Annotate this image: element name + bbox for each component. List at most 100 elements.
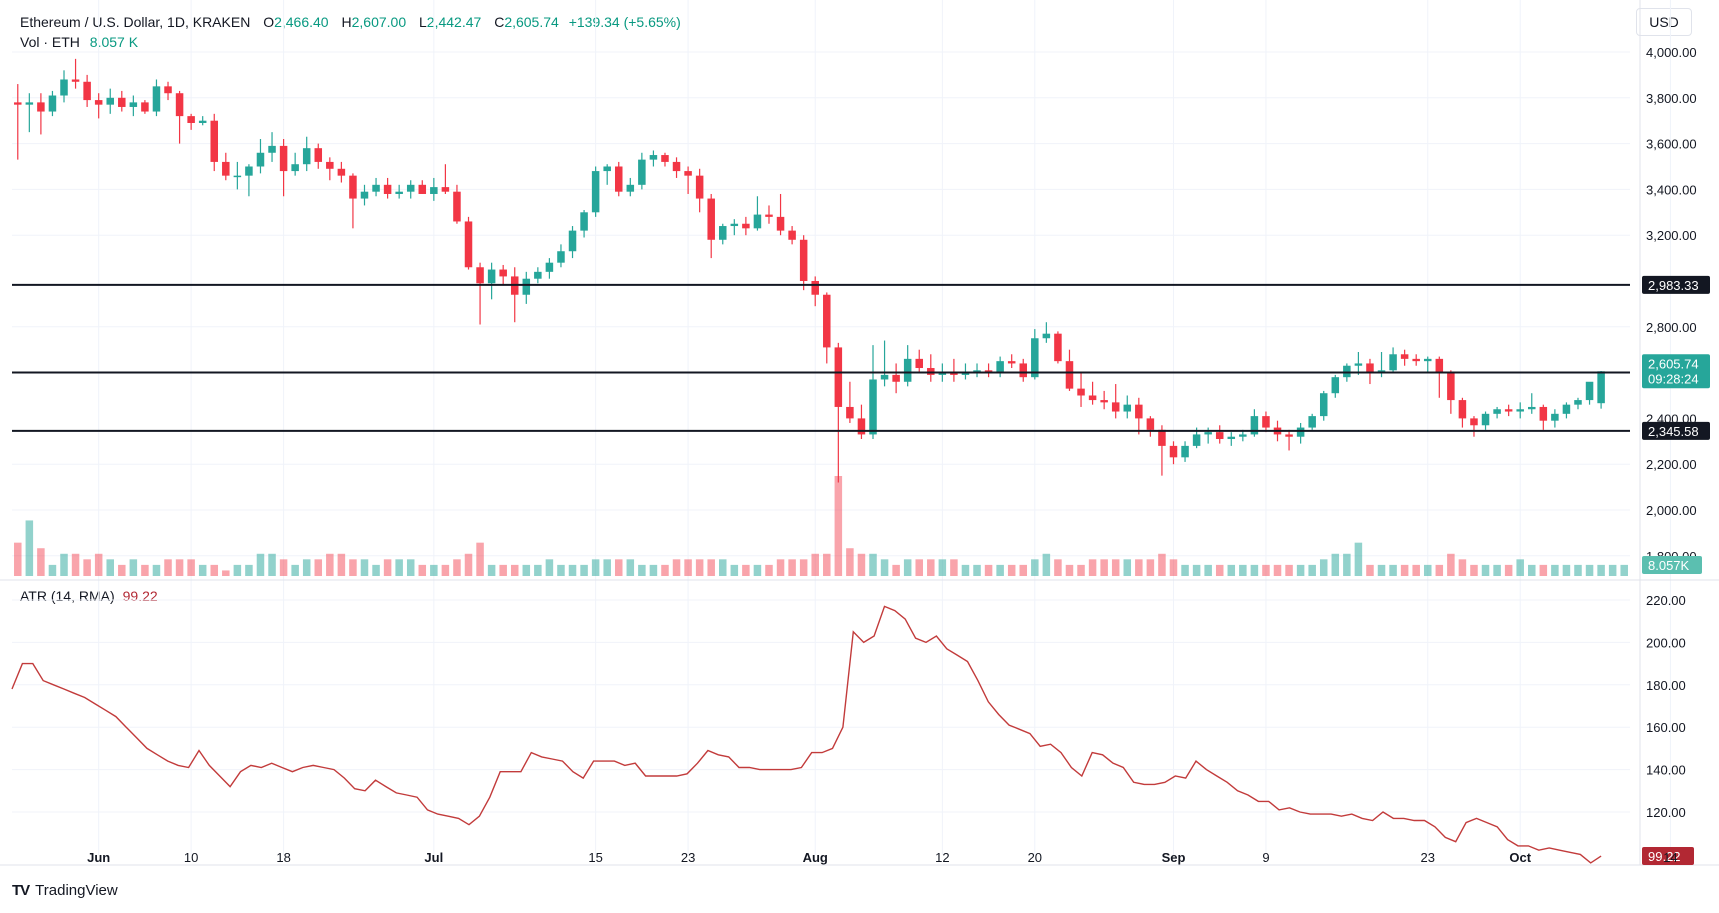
volume-bar <box>880 559 889 576</box>
candle-body <box>545 262 554 272</box>
candle-body <box>1123 404 1132 412</box>
candle-body <box>626 184 635 192</box>
volume-bar <box>302 559 311 576</box>
volume-bar <box>638 564 646 576</box>
time-tick-label: 15 <box>588 850 602 865</box>
candle-body <box>1331 377 1340 394</box>
candle-body <box>684 171 692 176</box>
volume-bar <box>314 559 323 576</box>
price-tick-label: 1,800.00 <box>1646 549 1697 564</box>
candle-body <box>37 102 45 112</box>
volume-last-label-bg <box>1642 556 1702 574</box>
candle-body <box>1470 418 1478 426</box>
candle-body <box>1366 363 1374 373</box>
volume-bar <box>48 564 57 576</box>
time-tick-label: Jun <box>87 850 110 865</box>
volume-bar <box>1019 564 1028 576</box>
price-tick-label: 2,000.00 <box>1646 503 1697 518</box>
candle-body <box>1585 381 1594 401</box>
volume-bar <box>961 564 970 576</box>
ohlc-row: Ethereum / U.S. Dollar, 1D, KRAKEN O2,46… <box>20 12 681 32</box>
volume-bar <box>1354 542 1363 576</box>
high-label: H <box>341 14 352 30</box>
candle-body <box>649 155 658 160</box>
candle-body <box>1181 445 1189 458</box>
candle-body <box>707 198 715 240</box>
volume-bar <box>1111 559 1120 576</box>
candle-body <box>1273 427 1282 435</box>
high-value: 2,607.00 <box>351 14 407 30</box>
candle-body <box>1528 406 1536 410</box>
candle-body <box>1285 434 1293 437</box>
candle-body <box>742 223 750 229</box>
volume-bar <box>141 564 149 576</box>
candle-body <box>1007 361 1016 364</box>
volume-bar <box>776 559 785 576</box>
volume-bar <box>1551 564 1559 576</box>
candle-body <box>1135 404 1143 419</box>
volume-bar <box>71 553 80 576</box>
candle-body <box>950 372 958 375</box>
volume-bar <box>649 564 658 576</box>
atr-tick-label: 140.00 <box>1646 763 1686 778</box>
volume-bar <box>1412 564 1420 576</box>
open-value: 2,466.40 <box>274 14 329 30</box>
volume-bar <box>695 559 704 576</box>
volume-bar <box>1077 564 1085 576</box>
candle-body <box>1539 406 1548 421</box>
candle-body <box>961 372 970 375</box>
candle-body <box>1574 400 1582 405</box>
candle-body <box>996 361 1004 373</box>
candle-body <box>302 148 311 165</box>
candle-body <box>869 379 877 435</box>
volume-bar <box>973 564 981 576</box>
volume-bar <box>510 564 519 576</box>
volume-bar <box>245 564 253 576</box>
volume-bar <box>406 559 415 576</box>
candle-body <box>1389 354 1397 371</box>
candle-body <box>1158 429 1166 446</box>
close-value: 2,605.74 <box>504 14 559 30</box>
candle-body <box>1597 371 1605 404</box>
candle-body <box>25 102 34 105</box>
atr-label: ATR (14, RMA) <box>20 588 115 604</box>
candle-body <box>245 166 253 176</box>
volume-bar <box>522 564 531 576</box>
time-tick-label: 12 <box>935 850 949 865</box>
time-tick-label: Jul <box>424 850 443 865</box>
volume-bar <box>1169 559 1178 576</box>
volume-bar <box>1574 564 1582 576</box>
atr-legend[interactable]: ATR (14, RMA) 99.22 <box>20 588 158 604</box>
candle-body <box>1423 358 1432 362</box>
symbol-title[interactable]: Ethereum / U.S. Dollar, 1D, KRAKEN <box>20 14 251 30</box>
candle-body <box>1562 404 1571 414</box>
volume-bar <box>152 564 161 576</box>
candle-body <box>661 155 669 162</box>
close-label: C <box>494 14 505 30</box>
volume-label[interactable]: Vol · ETH <box>20 34 80 50</box>
candle-body <box>638 159 646 185</box>
volume-row: Vol · ETH 8.057 K <box>20 32 681 52</box>
volume-bar <box>742 564 750 576</box>
candle-body <box>1088 395 1097 401</box>
time-tick-label: 23 <box>681 850 695 865</box>
volume-bar <box>834 476 843 576</box>
volume-bar <box>1239 564 1247 576</box>
candle-body <box>973 370 981 373</box>
candle-body <box>430 187 438 194</box>
volume-bar <box>1031 559 1039 576</box>
candle-body <box>1481 413 1490 426</box>
price-line-label: 2,600.68 <box>1648 365 1699 380</box>
volume-bar <box>661 564 669 576</box>
candle-body <box>175 93 184 117</box>
volume-bar <box>534 564 542 576</box>
candle-body <box>568 230 577 252</box>
candle-body <box>441 187 450 192</box>
candle-body <box>1065 361 1074 389</box>
price-line-label: 2,983.33 <box>1648 278 1699 293</box>
candle-body <box>1504 409 1513 412</box>
currency-button[interactable]: USD <box>1636 8 1692 36</box>
candle-body <box>1239 434 1247 437</box>
tradingview-brand[interactable]: TV TradingView <box>12 882 118 899</box>
